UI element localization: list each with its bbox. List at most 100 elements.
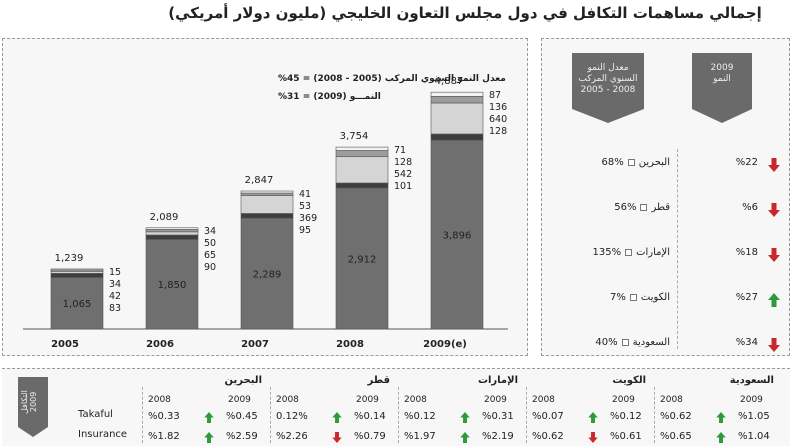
bar-segment-label: 83 — [109, 303, 121, 314]
up-arrow-icon — [460, 432, 470, 443]
growth-divider — [677, 149, 678, 349]
year-label-2009: 2009 — [228, 395, 251, 405]
bar-segment-label: 71 — [394, 145, 406, 156]
country-name: قطر — [651, 202, 670, 213]
down-arrow-icon — [768, 248, 780, 262]
cagr-row: الكويت %7 — [560, 292, 670, 310]
bar-segment — [335, 146, 389, 151]
penetration-value-2008: %2.26 — [276, 431, 308, 442]
penetration-value-2009: %1.04 — [738, 431, 770, 442]
bar-segment — [335, 156, 389, 184]
legend-swatch — [625, 248, 633, 256]
bar-segment — [145, 227, 199, 230]
block-divider — [654, 387, 655, 443]
country-name: الكويت — [612, 375, 646, 386]
bar-segment — [430, 96, 484, 104]
x-tick-label: 2005 — [51, 339, 79, 350]
penetration-value-2009: %2.59 — [226, 431, 258, 442]
up-arrow-icon — [204, 412, 214, 423]
block-divider — [270, 387, 271, 443]
row-label-takaful: Takaful — [78, 409, 113, 420]
bar-segment-label: 101 — [394, 181, 412, 192]
penetration-value-2009: %0.14 — [354, 411, 386, 422]
bar-segment-label: 87 — [489, 90, 501, 101]
stacked-bar-chart-panel: معدل النمو السنوي المركب (2005 - 2008) =… — [2, 38, 528, 356]
penetration-value-2008: %1.97 — [404, 431, 436, 442]
bar-segment — [335, 187, 389, 330]
bar-segment-label: 42 — [109, 291, 121, 302]
bar-total-label: 1,239 — [55, 253, 84, 264]
cagr-row: قطر %56 — [560, 202, 670, 220]
year-label-2009: 2009 — [612, 395, 635, 405]
up-arrow-icon — [460, 412, 470, 423]
penetration-value-2009: %1.05 — [738, 411, 770, 422]
up-arrow-icon — [332, 412, 342, 423]
bar-segment — [240, 217, 294, 330]
penetration-value-2009: %0.79 — [354, 431, 386, 442]
block-divider — [526, 387, 527, 443]
bar-segment — [50, 271, 104, 274]
page-title: إجمالي مساهمات التكافل في دول مجلس التعا… — [168, 4, 762, 22]
bar-segment-label: 41 — [299, 189, 311, 200]
bar-segment — [145, 234, 199, 240]
block-divider — [398, 387, 399, 443]
country-penetration-block: السعودية 2008 2009 %0.62 %1.05 %0.65 %1.04 — [654, 373, 784, 443]
bar-segment — [240, 213, 294, 219]
country-name: البحرين — [638, 157, 670, 168]
down-arrow-icon — [332, 432, 342, 443]
growth-value: %22 — [735, 157, 758, 168]
cagr-row: السعودية %40 — [560, 337, 670, 355]
year-label-2009: 2009 — [356, 395, 379, 405]
growth-panel: 2009 النمو معدل النمو السنوي المركب 2008… — [541, 38, 790, 356]
x-tick-label: 2007 — [241, 339, 269, 350]
chart-annotation: النمـــو (2009) = 31% — [278, 92, 381, 102]
bar-segment-label: 95 — [299, 225, 311, 236]
bar-segment-label: 90 — [204, 262, 216, 273]
cagr-value: %135 — [592, 247, 622, 258]
country-penetration-block: البحرين 2008 2009 %0.33 %0.45 %1.82 %2.59 — [142, 373, 272, 443]
bar-base-label: 2,289 — [253, 270, 282, 281]
bar-segment — [50, 277, 104, 330]
bar-total-label: 2,089 — [150, 212, 179, 223]
bar-base-label: 3,896 — [443, 231, 472, 242]
country-penetration-block: قطر 2008 2009 0.12% %0.14 %2.26 %0.79 — [270, 373, 400, 443]
bar-segment — [430, 91, 484, 97]
cagr-value: %68 — [601, 157, 624, 168]
up-arrow-icon — [716, 412, 726, 423]
legend-swatch — [640, 203, 648, 211]
bar-segment — [145, 229, 199, 233]
country-name: السعودية — [729, 375, 774, 386]
country-penetration-block: الإمارات 2008 2009 %0.12 %0.31 %1.97 %2.19 — [398, 373, 528, 443]
takaful-2009-tab: التكافل 2009 — [18, 377, 48, 437]
country-name: الإمارات — [477, 375, 518, 386]
country-name: قطر — [367, 375, 390, 386]
cagr-header-label: معدل النمو السنوي المركب 2008 - 2005 — [578, 63, 638, 95]
bar-segment-label: 136 — [489, 102, 507, 113]
takaful-penetration-panel: التكافل 2009 Takaful Insurance البحرين 20… — [2, 368, 790, 446]
down-arrow-icon — [768, 203, 780, 217]
down-arrow-icon — [588, 432, 598, 443]
x-tick-label: 2006 — [146, 339, 174, 350]
bar-segment-label: 34 — [204, 226, 216, 237]
cagr-value: %7 — [609, 292, 626, 303]
bar-total-label: 4,887 — [435, 76, 464, 87]
bar-segment-label: 50 — [204, 238, 216, 249]
bar-segment-label: 128 — [489, 126, 507, 137]
penetration-value-2008: %0.65 — [660, 431, 692, 442]
cagr-header: معدل النمو السنوي المركب 2008 - 2005 — [572, 53, 644, 123]
down-arrow-icon — [768, 338, 780, 352]
penetration-value-2009: %0.31 — [482, 411, 514, 422]
up-arrow-icon — [768, 293, 780, 307]
bar-segment — [145, 231, 199, 236]
growth-value: %34 — [735, 337, 758, 348]
bar-segment — [430, 133, 484, 141]
year-label-2009: 2009 — [740, 395, 763, 405]
penetration-value-2009: %0.12 — [610, 411, 642, 422]
bar-segment-label: 15 — [109, 267, 121, 278]
takaful-2009-tab-label: التكافل 2009 — [20, 390, 38, 414]
bar-segment-label: 128 — [394, 157, 412, 168]
bar-segment — [50, 273, 104, 278]
bar-segment — [335, 150, 389, 158]
year-label-2008: 2008 — [276, 395, 299, 405]
penetration-value-2008: %1.82 — [148, 431, 180, 442]
